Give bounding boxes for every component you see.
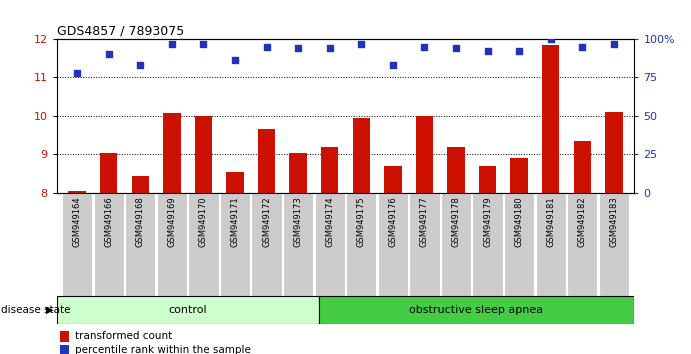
Bar bbox=[598, 193, 629, 296]
Text: GSM949166: GSM949166 bbox=[104, 196, 113, 247]
Bar bbox=[62, 193, 93, 296]
Point bbox=[135, 62, 146, 68]
Bar bbox=[536, 193, 566, 296]
Point bbox=[545, 36, 556, 42]
Bar bbox=[100, 153, 117, 193]
Bar bbox=[473, 193, 503, 296]
Point bbox=[451, 45, 462, 51]
Bar bbox=[511, 158, 528, 193]
Bar bbox=[68, 191, 86, 193]
Bar bbox=[605, 112, 623, 193]
Text: GSM949182: GSM949182 bbox=[578, 196, 587, 247]
Bar bbox=[409, 193, 439, 296]
Point bbox=[388, 62, 399, 68]
Text: GSM949176: GSM949176 bbox=[388, 196, 397, 247]
Text: GSM949164: GSM949164 bbox=[73, 196, 82, 247]
Point bbox=[356, 41, 367, 46]
Bar bbox=[258, 130, 275, 193]
Bar bbox=[188, 193, 218, 296]
Bar bbox=[447, 147, 464, 193]
Bar bbox=[93, 193, 124, 296]
Point bbox=[72, 70, 83, 76]
Text: GSM949171: GSM949171 bbox=[231, 196, 240, 247]
Text: GSM949169: GSM949169 bbox=[167, 196, 176, 247]
Bar bbox=[384, 166, 401, 193]
Point bbox=[103, 52, 114, 57]
Point bbox=[608, 41, 619, 46]
Bar bbox=[319, 296, 634, 324]
Point bbox=[419, 44, 430, 50]
Bar bbox=[157, 193, 187, 296]
Bar bbox=[378, 193, 408, 296]
Bar bbox=[441, 193, 471, 296]
Bar bbox=[227, 172, 244, 193]
Text: GSM949177: GSM949177 bbox=[420, 196, 429, 247]
Bar bbox=[574, 141, 591, 193]
Bar bbox=[220, 193, 250, 296]
Bar bbox=[346, 193, 377, 296]
Text: GSM949170: GSM949170 bbox=[199, 196, 208, 247]
Bar bbox=[504, 193, 534, 296]
Text: GSM949181: GSM949181 bbox=[546, 196, 555, 247]
Text: GSM949172: GSM949172 bbox=[262, 196, 271, 247]
Text: GSM949179: GSM949179 bbox=[483, 196, 492, 247]
Text: GSM949178: GSM949178 bbox=[451, 196, 460, 247]
Bar bbox=[567, 193, 598, 296]
Text: ▶: ▶ bbox=[46, 305, 54, 315]
Point bbox=[167, 41, 178, 46]
Bar bbox=[57, 296, 319, 324]
Point bbox=[229, 58, 240, 63]
Bar bbox=[416, 116, 433, 193]
Bar bbox=[321, 147, 339, 193]
Bar bbox=[352, 118, 370, 193]
Text: GSM949168: GSM949168 bbox=[136, 196, 145, 247]
Text: GSM949173: GSM949173 bbox=[294, 196, 303, 247]
Bar bbox=[542, 45, 560, 193]
Text: percentile rank within the sample: percentile rank within the sample bbox=[75, 345, 251, 354]
Text: GSM949174: GSM949174 bbox=[325, 196, 334, 247]
Text: GSM949183: GSM949183 bbox=[609, 196, 618, 247]
Bar bbox=[195, 116, 212, 193]
Bar bbox=[283, 193, 313, 296]
Point bbox=[577, 44, 588, 50]
Text: transformed count: transformed count bbox=[75, 331, 172, 341]
Bar bbox=[163, 113, 180, 193]
Point bbox=[292, 45, 303, 51]
Point bbox=[513, 48, 524, 54]
Bar bbox=[131, 176, 149, 193]
Text: disease state: disease state bbox=[1, 305, 71, 315]
Point bbox=[324, 45, 335, 51]
Text: GSM949180: GSM949180 bbox=[515, 196, 524, 247]
Bar bbox=[252, 193, 282, 296]
Point bbox=[198, 41, 209, 46]
Text: obstructive sleep apnea: obstructive sleep apnea bbox=[410, 305, 544, 315]
Bar bbox=[479, 166, 496, 193]
Bar bbox=[314, 193, 345, 296]
Point bbox=[261, 44, 272, 50]
Text: control: control bbox=[169, 305, 207, 315]
Text: GDS4857 / 7893075: GDS4857 / 7893075 bbox=[57, 25, 184, 38]
Text: GSM949175: GSM949175 bbox=[357, 196, 366, 247]
Point bbox=[482, 48, 493, 54]
Bar bbox=[125, 193, 155, 296]
Bar bbox=[290, 153, 307, 193]
